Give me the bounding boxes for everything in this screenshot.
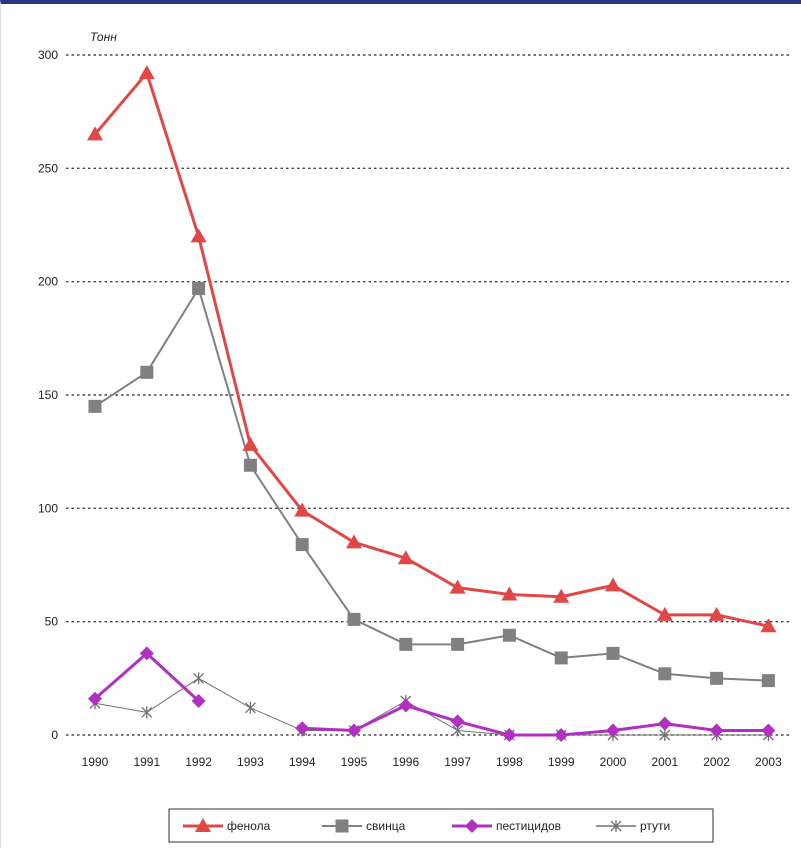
x-tick-label: 2003: [755, 755, 782, 769]
data-point-свинца: [88, 399, 102, 413]
data-point-ртути: [193, 672, 205, 685]
data-point-фенола: [346, 534, 362, 549]
x-tick-label: 1991: [133, 755, 160, 769]
data-point-фенола: [397, 550, 414, 565]
series-line-пестицидов: [94, 651, 200, 703]
data-point-ртути: [659, 729, 671, 741]
data-point-свинца: [192, 281, 206, 295]
data-point-пестицидов: [139, 646, 154, 661]
data-point-фенола: [553, 588, 570, 603]
data-point-пестицидов: [450, 714, 465, 729]
data-point-свинца: [140, 365, 154, 379]
data-point-пестицидов: [657, 716, 672, 731]
data-point-свинца: [710, 671, 724, 685]
y-unit-label: Тонн: [90, 30, 117, 44]
data-point-свинца: [761, 674, 775, 688]
legend-marker-пестицидов: [465, 819, 479, 833]
data-point-фенола: [605, 577, 621, 592]
legend-label: фенола: [227, 819, 271, 833]
data-point-пестицидов: [606, 723, 620, 738]
data-point-фенола: [190, 228, 207, 243]
x-tick-label: 1995: [341, 755, 368, 769]
x-tick-label: 1997: [444, 755, 471, 769]
data-point-пестицидов: [191, 694, 206, 708]
data-point-свинца: [658, 667, 672, 681]
y-tick-label: 100: [38, 501, 58, 515]
x-tick-label: 1990: [82, 755, 109, 769]
legend-label: свинца: [366, 819, 406, 833]
legend-marker-фенола: [195, 818, 211, 832]
data-point-фенола: [656, 606, 673, 621]
x-tick-label: 2001: [651, 755, 678, 769]
legend-marker-свинца: [335, 819, 349, 833]
data-point-свинца: [295, 538, 309, 552]
data-point-фенола: [138, 65, 155, 80]
x-tick-label: 1999: [548, 755, 575, 769]
series-line-пестицидов: [302, 704, 769, 737]
data-point-фенола: [87, 126, 103, 141]
series-line-свинца: [94, 287, 769, 682]
y-tick-label: 300: [38, 48, 58, 62]
x-tick-label: 2000: [600, 755, 627, 769]
data-point-свинца: [399, 637, 413, 651]
data-point-свинца: [347, 612, 361, 626]
data-point-пестицидов: [88, 691, 102, 706]
x-tick-label: 1998: [496, 755, 523, 769]
data-point-фенола: [449, 579, 466, 594]
y-tick-label: 0: [51, 728, 58, 742]
legend-label: пестицидов: [496, 819, 561, 833]
data-point-пестицидов: [398, 698, 413, 713]
y-tick-label: 250: [38, 161, 58, 175]
data-point-пестицидов: [347, 723, 361, 738]
data-point-свинца: [554, 651, 568, 665]
data-point-фенола: [242, 436, 259, 451]
data-point-пестицидов: [295, 721, 310, 736]
data-point-свинца: [606, 646, 620, 660]
data-point-фенола: [760, 618, 777, 633]
x-tick-label: 1996: [392, 755, 419, 769]
data-point-фенола: [501, 586, 518, 601]
legend-label: ртути: [640, 819, 670, 833]
data-point-ртути: [244, 701, 256, 714]
data-point-ртути: [141, 706, 153, 719]
data-point-пестицидов: [502, 728, 517, 742]
y-tick-label: 50: [45, 615, 59, 629]
data-point-свинца: [451, 637, 465, 651]
data-point-пестицидов: [554, 728, 569, 742]
data-point-свинца: [502, 628, 516, 642]
data-point-пестицидов: [709, 723, 724, 738]
x-tick-label: 1992: [185, 755, 212, 769]
y-tick-label: 200: [38, 275, 58, 289]
y-tick-label: 150: [38, 388, 58, 402]
data-point-фенола: [708, 606, 725, 621]
legend-marker-ртути: [610, 820, 622, 832]
series-line-фенола: [93, 71, 769, 628]
x-tick-label: 1993: [237, 755, 264, 769]
data-point-свинца: [243, 458, 257, 472]
data-point-пестицидов: [761, 723, 776, 738]
series-line-ртути: [94, 677, 769, 736]
x-tick-label: 1994: [289, 755, 316, 769]
data-point-фенола: [294, 502, 311, 517]
x-tick-label: 2002: [703, 755, 730, 769]
